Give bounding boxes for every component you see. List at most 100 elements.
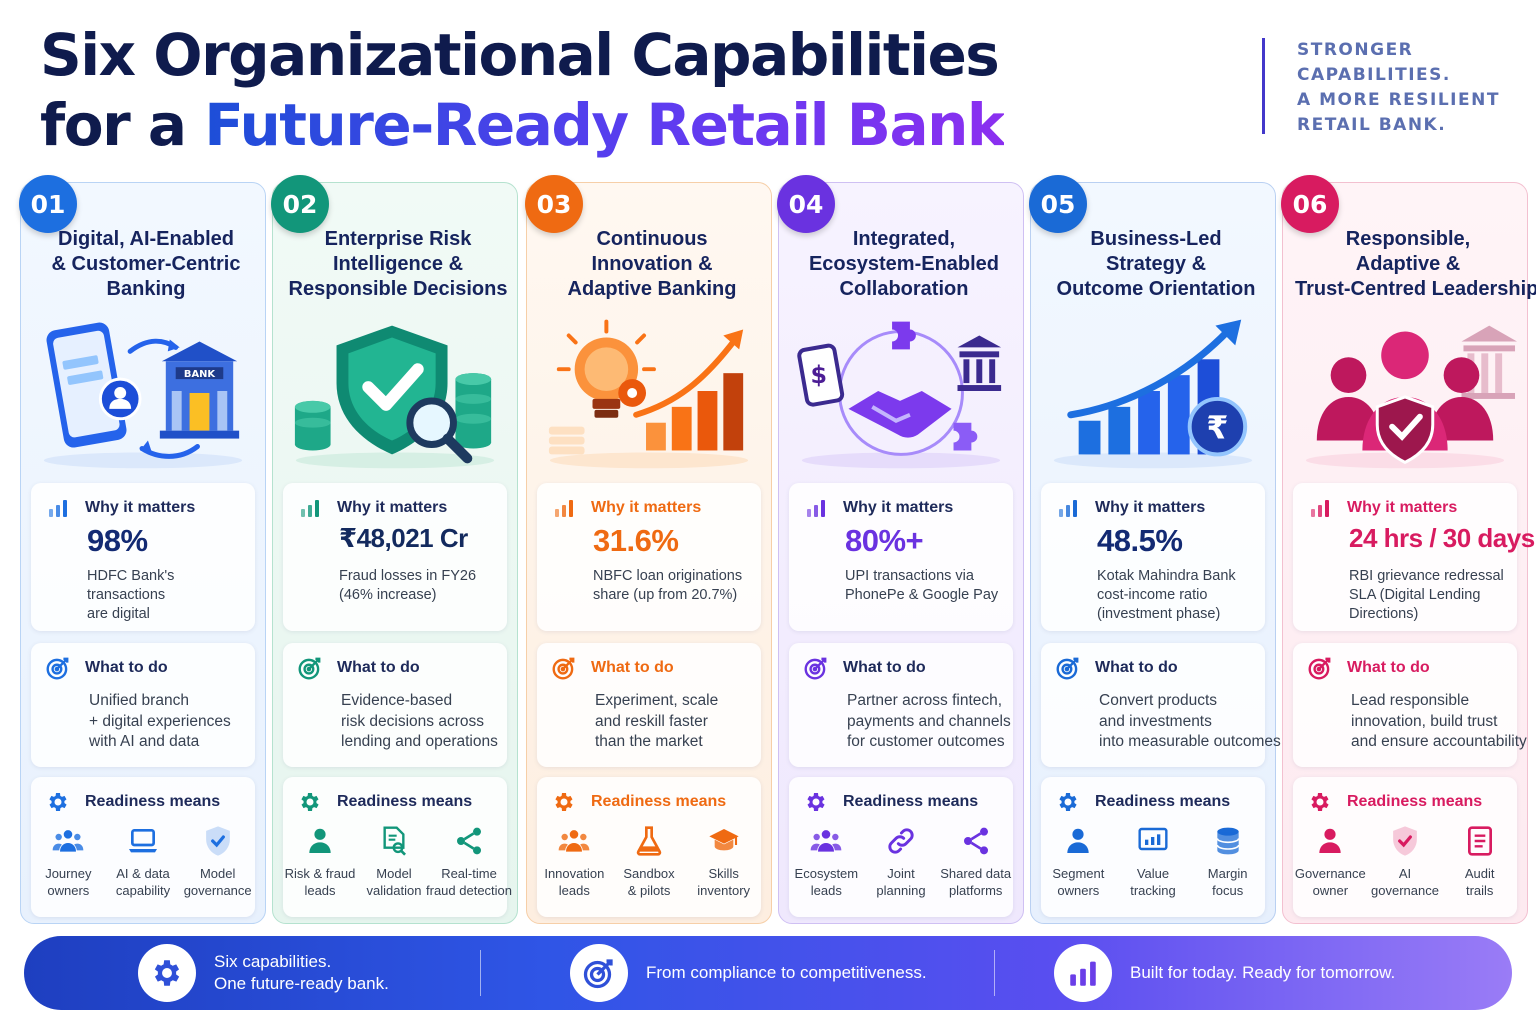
footer-divider <box>994 950 995 996</box>
footer-text-line: Built for today. Ready for tomorrow. <box>1130 963 1396 982</box>
shield-check-icon <box>201 823 235 859</box>
card-title-line: & Customer-Centric <box>51 253 241 275</box>
ready-label-line: Model <box>376 866 412 881</box>
ready-items: Governance owner AI governance Audit trails <box>1293 823 1517 899</box>
why-it-matters-panel: Why it matters ₹48,021 Cr Fraud losses in … <box>283 483 507 631</box>
ready-label: Readiness means <box>1095 793 1231 810</box>
page-title-line1: Six Organizational Capabilities <box>40 21 1000 89</box>
do-desc-line: Experiment, scale <box>595 692 719 709</box>
ready-label-line: Governance <box>1294 866 1366 881</box>
graduation-cap-icon <box>707 823 741 859</box>
card-title-line: Continuous <box>596 228 708 250</box>
ready-item: Model validation <box>357 823 431 899</box>
do-label: What to do <box>1095 659 1178 676</box>
ready-item-label: Ecosystem leads <box>795 865 859 899</box>
readiness-panel: Readiness means Journey owners AI & data cap… <box>31 777 255 917</box>
readiness-panel: Readiness means Risk & fraud leads Model val… <box>283 777 512 917</box>
bar-chart-icon <box>1054 944 1112 1002</box>
stat-value: ₹48,021 Cr <box>339 523 468 553</box>
rupee-icon: ₹ <box>1206 411 1228 447</box>
card-title-line: Banking <box>106 278 186 300</box>
laptop-icon <box>126 823 160 859</box>
ready-label: Readiness means <box>843 793 979 810</box>
card-illustration: $ <box>789 311 1013 471</box>
do-description: Convert products and investments into meas… <box>1099 691 1281 753</box>
ready-label-line: leads <box>558 883 590 898</box>
do-desc-line: lending and operations <box>341 733 498 750</box>
why-it-matters-panel: Why it matters 24 hrs / 30 days RBI grieva… <box>1293 483 1535 631</box>
stat-value: 98% <box>87 523 148 558</box>
ready-label-line: Shared data <box>940 866 1012 881</box>
card-title-line: Enterprise Risk <box>324 228 472 250</box>
ready-items: Ecosystem leads Joint planning Shared data pl… <box>789 823 1013 899</box>
gear-icon <box>551 789 577 815</box>
readiness-panel: Readiness means Governance owner AI governan… <box>1293 777 1517 917</box>
card-title-line: Adaptive & <box>1355 253 1461 275</box>
share-icon <box>959 823 993 859</box>
card-number-badge: 01 <box>19 175 77 233</box>
stat-desc-line: PhonePe & Google Pay <box>845 587 999 603</box>
ready-label-line: inventory <box>697 883 751 898</box>
do-label: What to do <box>591 659 674 676</box>
card-illustration <box>537 311 761 471</box>
tagline-line: A MORE RESILIENT <box>1297 90 1500 110</box>
readiness-panel: Readiness means Ecosystem leads Joint planni… <box>789 777 1013 917</box>
ready-item: AI & data capability <box>106 823 181 899</box>
do-description: Evidence-based risk decisions across lendi… <box>341 691 503 753</box>
why-label: Why it matters <box>1095 499 1206 516</box>
stat-value: 48.5% <box>1097 523 1183 558</box>
footer-item-capabilities: Six capabilities. One future-ready bank. <box>138 936 389 1010</box>
tagline: STRONGER CAPABILITIES. A MORE RESILIENT … <box>1262 38 1522 135</box>
why-label: Why it matters <box>337 499 448 516</box>
card-title-line: Digital, AI-Enabled <box>58 228 234 250</box>
stat-description: UPI transactions via PhonePe & Google Pay <box>845 567 1007 605</box>
ready-label-line: owner <box>1312 883 1349 898</box>
card-title-line: Trust-Centred Leadership <box>1295 278 1536 300</box>
ready-item: AI governance <box>1368 823 1443 899</box>
do-description: Partner across fintech, payments and chan… <box>847 691 1011 753</box>
gear-icon <box>297 789 323 815</box>
card-number-badge: 02 <box>271 175 329 233</box>
card-number-badge: 03 <box>525 175 583 233</box>
ready-label-line: Sandbox <box>623 866 675 881</box>
ready-label-line: tracking <box>1130 883 1176 898</box>
gear-icon <box>803 789 829 815</box>
target-icon <box>297 655 323 681</box>
ready-item: Journey owners <box>31 823 106 899</box>
stat-desc-line: are digital <box>87 606 150 622</box>
target-icon <box>570 944 628 1002</box>
stat-desc-line: share (up from 20.7%) <box>593 587 738 603</box>
people-icon <box>809 823 843 859</box>
do-desc-line: and investments <box>1099 712 1212 730</box>
do-desc-line: Convert products <box>1099 692 1218 709</box>
why-it-matters-panel: Why it matters 98% HDFC Bank's transactions… <box>31 483 255 631</box>
database-icon <box>1211 823 1245 859</box>
ready-item-label: Segment owners <box>1052 865 1104 899</box>
ready-label: Readiness means <box>1347 793 1483 810</box>
ready-item: Audit trails <box>1442 823 1517 899</box>
card-title-line: Adaptive Banking <box>567 278 737 300</box>
bar-chart-icon <box>297 495 323 521</box>
footer-text: Built for today. Ready for tomorrow. <box>1130 962 1395 984</box>
do-desc-line: and ensure accountability <box>1351 733 1527 750</box>
ready-item-label: Model governance <box>184 865 252 899</box>
stat-desc-line: NBFC loan originations <box>593 568 743 584</box>
ready-item-label: Margin focus <box>1208 865 1248 899</box>
card-title-line: Ecosystem-Enabled <box>808 253 1000 275</box>
stat-value: 24 hrs / 30 days <box>1349 523 1535 553</box>
do-label: What to do <box>843 659 926 676</box>
ready-label-line: Skills <box>708 866 739 881</box>
card-illustration: ₹ <box>1041 311 1265 471</box>
capability-card-02: 02 Enterprise Risk Intelligence & Responsib… <box>271 175 518 924</box>
ready-label-line: leads <box>810 883 842 898</box>
bar-chart-icon <box>803 495 829 521</box>
stat-desc-line: (investment phase) <box>1097 606 1221 622</box>
ready-items: Risk & fraud leads Model validation Real-tim… <box>283 823 512 899</box>
footer-text-line: Six capabilities. <box>214 952 332 971</box>
footer-item-built: Built for today. Ready for tomorrow. <box>1054 936 1395 1010</box>
card-title-line: Business-Led <box>1090 228 1222 250</box>
bar-chart-icon <box>1307 495 1333 521</box>
ready-item: Risk & fraud leads <box>283 823 357 899</box>
do-desc-line: with AI and data <box>89 733 200 750</box>
ready-item-label: Real-time fraud detection <box>426 865 512 899</box>
